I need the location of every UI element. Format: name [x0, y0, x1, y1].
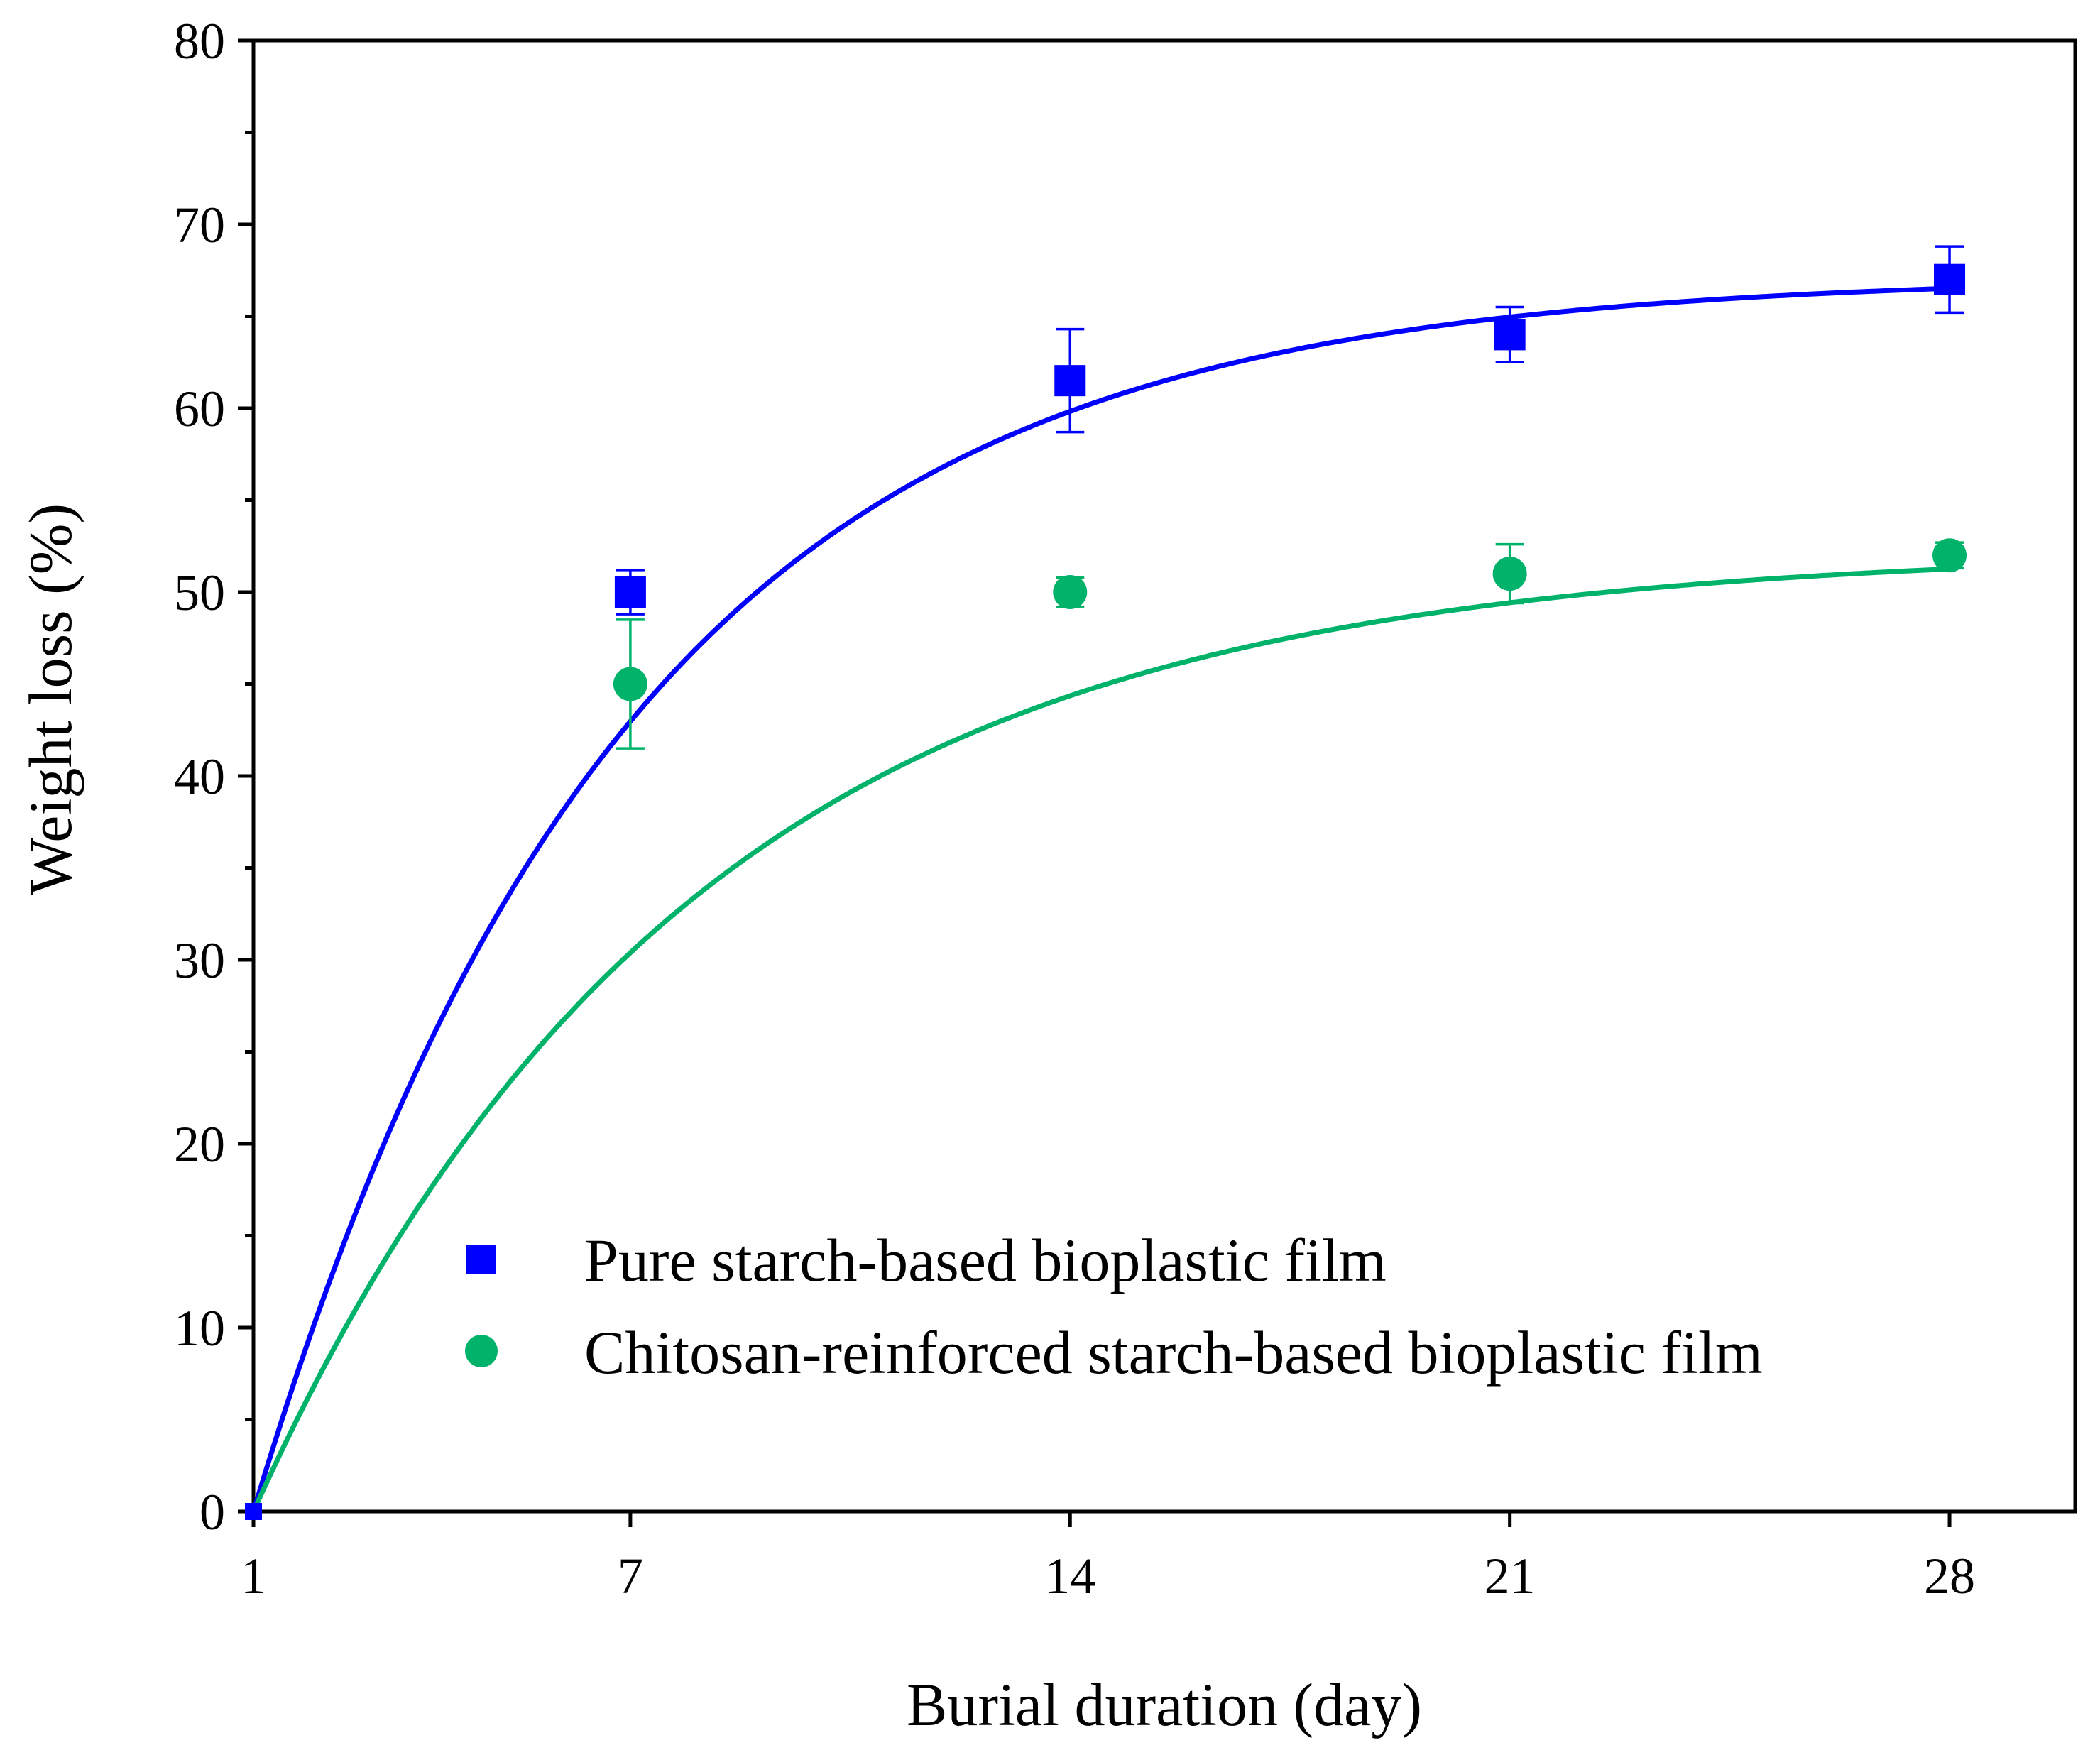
y-tick-label: 30 — [174, 932, 225, 989]
y-tick-label: 20 — [174, 1116, 225, 1173]
x-tick-label: 1 — [241, 1548, 266, 1604]
data-point-pure-starch — [614, 576, 646, 608]
y-tick-label: 70 — [174, 197, 225, 253]
fit-curve-1 — [251, 566, 1950, 1513]
data-point-chitosan — [613, 667, 647, 701]
fit-curves — [251, 285, 1950, 1513]
legend-marker-chitosan — [465, 1335, 498, 1367]
error-bars — [616, 245, 1964, 750]
data-points — [245, 263, 1967, 1520]
x-tick-label: 28 — [1924, 1548, 1975, 1604]
y-axis: 0 10 20 30 40 50 60 70 80 — [174, 13, 253, 1541]
y-tick-label: 10 — [174, 1300, 225, 1357]
x-axis-title: Burial duration (day) — [907, 1671, 1422, 1739]
y-tick-label: 40 — [174, 748, 225, 805]
x-tick-label: 21 — [1484, 1548, 1536, 1604]
data-point-chitosan — [1932, 538, 1967, 573]
y-tick-label: 50 — [174, 564, 225, 621]
legend-label-pure-starch: Pure starch-based bioplastic film — [584, 1226, 1387, 1294]
y-tick-label: 80 — [174, 13, 225, 70]
data-point-pure-starch — [1054, 365, 1086, 397]
x-tick-label: 7 — [618, 1548, 643, 1604]
data-point-pure-starch — [1934, 263, 1966, 295]
y-axis-title: Weight loss (%) — [16, 503, 84, 895]
x-axis: 1 7 14 21 28 — [241, 1511, 1975, 1604]
legend-marker-pure-starch — [466, 1245, 496, 1274]
data-point-chitosan — [1053, 575, 1088, 609]
legend: Pure starch-based bioplastic film Chitos… — [465, 1226, 1763, 1387]
legend-label-chitosan: Chitosan-reinforced starch-based bioplas… — [584, 1318, 1763, 1387]
data-point-pure-starch — [1494, 319, 1526, 351]
fit-curve-0 — [251, 285, 1950, 1513]
x-tick-label: 14 — [1044, 1548, 1095, 1604]
data-point-chitosan — [1492, 557, 1527, 591]
y-tick-label: 60 — [174, 381, 225, 437]
y-tick-label: 0 — [199, 1484, 225, 1541]
data-point-pure-starch — [245, 1503, 262, 1520]
